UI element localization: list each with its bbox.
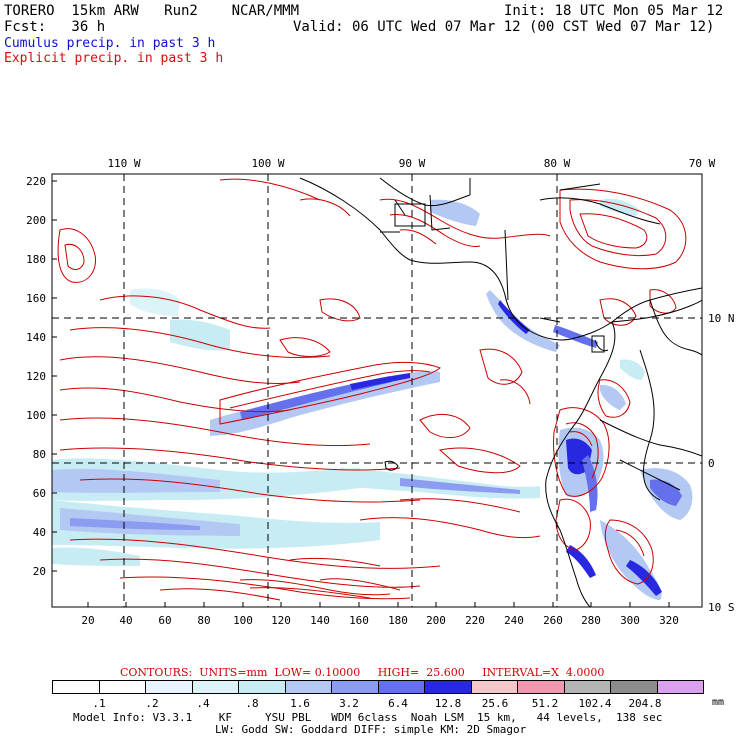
x-tick-label: 300 [620,614,640,627]
valid-time: Valid: 06 UTC Wed 07 Mar 12 (00 CST Wed … [293,19,715,35]
colorbar-label: 51.2 [531,697,559,710]
colorbar-swatch [657,681,703,693]
longitude-label: 110 W [107,157,141,170]
x-tick-label: 100 [233,614,253,627]
x-tick-label: 40 [119,614,133,627]
colorbar-label: .8 [245,697,259,710]
x-tick-label: 80 [197,614,211,627]
latitude-label: 10 S [708,601,735,614]
latitude-label: 10 N [708,312,735,325]
x-tick-label: 200 [426,614,446,627]
colorbar-label: 12.8 [434,697,462,710]
colorbar-label: .1 [92,697,106,710]
colorbar-swatch [425,681,472,693]
y-tick-label: 160 [26,292,46,305]
x-tick-label: 140 [310,614,330,627]
longitude-label: 80 W [543,157,571,170]
colorbar-swatch [99,681,146,693]
latitude-label: 0 [708,457,715,470]
colorbar-swatch [518,681,565,693]
colorbar-label: 204.8 [628,697,662,710]
legend-cumulus: Cumulus precip. in past 3 h [4,36,216,51]
contour-info: CONTOURS: UNITS=mm LOW= 0.10000 HIGH= 25… [120,666,605,679]
forecast-hour: Fcst: 36 h [4,19,106,35]
axis-ticks [52,180,670,607]
model-info: Model Info: V3.3.1 KF YSU PBL WDM 6class… [73,711,663,724]
x-tick-label: 240 [504,614,524,627]
colorbar-label: 25.6 [481,697,509,710]
legend-explicit: Explicit precip. in past 3 h [4,51,224,66]
longitude-label: 70 W [688,157,716,170]
colorbar-label: 3.2 [339,697,359,710]
longitude-label: 90 W [398,157,426,170]
init-time: Init: 18 UTC Mon 05 Mar 12 [504,3,724,19]
y-tick-label: 100 [26,409,46,422]
y-tick-label: 220 [26,175,46,188]
y-tick-label: 140 [26,331,46,344]
colorbar-swatch [146,681,193,693]
colorbar-swatch [471,681,518,693]
colorbar-label: 6.4 [388,697,408,710]
colorbar-swatch [53,681,100,693]
y-tick-label: 20 [32,565,46,578]
x-tick-label: 220 [465,614,485,627]
x-tick-label: 120 [271,614,291,627]
colorbar-label: 102.4 [578,697,612,710]
x-tick-label: 280 [581,614,601,627]
y-tick-label: 200 [26,214,46,227]
y-tick-label: 40 [32,526,46,539]
lat-lon-grid [52,174,702,607]
colorbar-label: 1.6 [290,697,310,710]
y-tick-label: 180 [26,253,46,266]
x-tick-label: 60 [158,614,172,627]
colorbar-unit: mm [712,697,725,708]
colorbar [52,680,704,694]
y-tick-label: 80 [32,448,46,461]
x-tick-label: 20 [81,614,95,627]
colorbar-swatch [564,681,611,693]
colorbar-swatch [378,681,425,693]
coastlines [299,177,702,607]
x-tick-label: 180 [388,614,408,627]
y-tick-label: 60 [32,487,46,500]
colorbar-swatch [611,681,658,693]
map-frame [51,173,703,608]
model-info-physics: LW: Godd SW: Goddard DIFF: simple KM: 2D… [215,723,527,736]
colorbar-swatch [285,681,332,693]
colorbar-label: .2 [145,697,159,710]
colorbar-label: .4 [196,697,210,710]
colorbar-swatch [192,681,239,693]
y-tick-label: 120 [26,370,46,383]
x-tick-label: 160 [349,614,369,627]
colorbar-swatch [239,681,286,693]
colorbar-swatch [332,681,379,693]
longitude-label: 100 W [251,157,285,170]
x-tick-label: 320 [659,614,679,627]
x-tick-label: 260 [543,614,563,627]
model-title: TORERO 15km ARW Run2 NCAR/MMM [4,3,300,19]
